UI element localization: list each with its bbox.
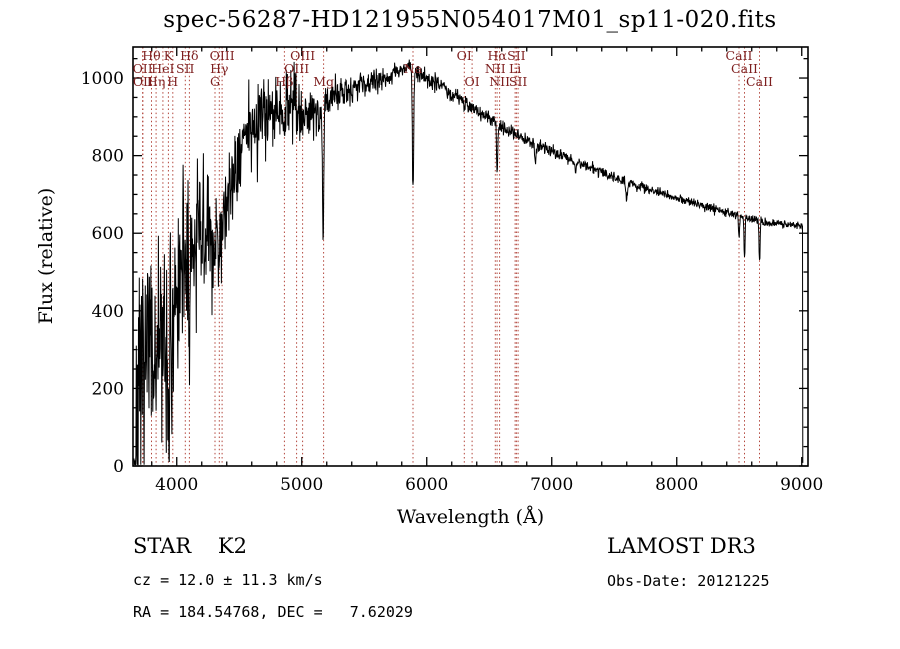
x-tick-label: 4000 (155, 475, 198, 495)
observation-date: Obs-Date: 20121225 (607, 572, 770, 590)
y-tick-label: 200 (92, 379, 124, 399)
spectral-line-label: Hγ (210, 61, 228, 76)
spectral-line-label: OI (465, 74, 480, 89)
x-axis-title: Wavelength (Å) (396, 506, 545, 528)
y-tick-label: 600 (92, 224, 124, 244)
spectral-line-label: Hβ (275, 74, 293, 89)
spectral-line-label: HeI (151, 61, 174, 76)
spectral-line-label: G (210, 74, 220, 89)
spectral-line-label: Li (509, 61, 521, 76)
y-tick-label: 0 (113, 457, 124, 477)
spectral-line-label: SII (507, 48, 526, 63)
chart-title: spec-56287-HD121955N054017M01_sp11-020.f… (163, 7, 777, 33)
spectral-line-label: OIII (210, 48, 235, 63)
spectral-line-label: Hη (147, 74, 165, 89)
plot-frame (132, 46, 809, 467)
spectral-line-label: OII (133, 61, 153, 76)
y-tick-label: 1000 (81, 69, 124, 89)
spectral-line-label: Mg (313, 74, 334, 89)
spectral-line-label: Hθ (142, 48, 160, 63)
spectral-line-label: SII (176, 61, 195, 76)
spectral-line-label: K (164, 48, 174, 63)
spectral-line-label: CaII (746, 74, 773, 89)
spectral-line-markers (142, 47, 760, 466)
x-tick-label: 7000 (530, 475, 573, 495)
spectral-line-labels: OIIOIIHθHηHeIKHSIIHδGHγOIIIHβOIIIOIIIMgN… (133, 48, 773, 89)
spectral-line-label: OI (457, 48, 472, 63)
x-tick-label: 9000 (780, 475, 823, 495)
spectral-line-label: Hδ (180, 48, 198, 63)
spectral-line-label: OIII (284, 61, 309, 76)
y-tick-label: 800 (92, 147, 124, 167)
spectral-line-label: NII (489, 74, 510, 89)
spectral-line-label: H (167, 74, 178, 89)
x-tick-label: 8000 (655, 475, 698, 495)
spectral-line-label: CaII (731, 61, 758, 76)
ra-dec-coordinates: RA = 184.54768, DEC = 7.62029 (133, 603, 413, 621)
x-tick-label: 6000 (405, 475, 448, 495)
spectral-line-label: OIII (290, 48, 315, 63)
y-axis-title: Flux (relative) (35, 187, 57, 325)
spectral-line-label: NII (485, 61, 506, 76)
spectral-line-label: CaII (726, 48, 753, 63)
redshift-velocity: cz = 12.0 ± 11.3 km/s (133, 571, 323, 589)
spectral-line-label: SII (509, 74, 528, 89)
spectral-line-label: Hα (487, 48, 507, 63)
spectrum-trace (133, 59, 804, 466)
y-tick-label: 400 (92, 302, 124, 322)
survey-name: LAMOST DR3 (607, 534, 756, 558)
spectral-line-label: OII (133, 74, 153, 89)
object-classification: STAR K2 (133, 534, 247, 558)
axes: 4000 5000 6000 7000 8000 9000 0 200 400 600 800 100… (81, 46, 823, 495)
x-tick-label: 5000 (280, 475, 323, 495)
spectral-line-label: Na (404, 61, 423, 76)
